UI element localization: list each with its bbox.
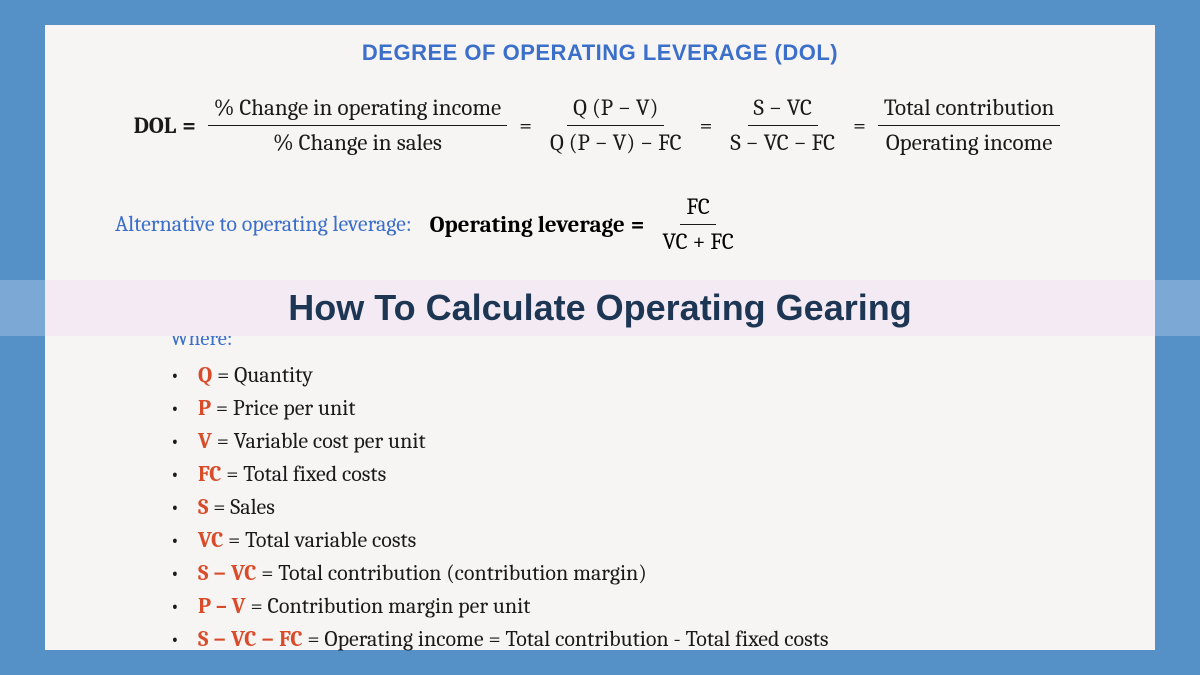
alt-lhs: Operating leverage — [430, 211, 625, 238]
overlay-band-right — [1155, 280, 1200, 336]
symbol: VC — [198, 527, 223, 553]
where-block: Where: Q = Quantity P = Price per unit V… — [75, 324, 1125, 657]
fraction-1-den: % Change in sales — [267, 126, 448, 160]
definition-text: = Sales — [208, 494, 274, 520]
page-title: DEGREE OF OPERATING LEVERAGE (DOL) — [75, 40, 1125, 66]
equals-sign: = — [853, 112, 866, 139]
symbol: Q — [198, 362, 212, 388]
symbol: S — [198, 494, 208, 520]
fraction-3-den: S − VC − FC — [724, 126, 841, 160]
fraction-4-den: Operating income — [880, 126, 1058, 160]
symbol: V — [198, 428, 212, 454]
fraction-3: S − VC S − VC − FC — [724, 91, 841, 160]
definition-text: = Total fixed costs — [221, 461, 386, 487]
symbol: FC — [198, 461, 221, 487]
content-panel: DEGREE OF OPERATING LEVERAGE (DOL) DOL =… — [45, 25, 1155, 650]
symbol: S − VC — [198, 560, 256, 586]
list-item: S − VC = Total contribution (contributio… — [170, 557, 1125, 590]
definition-text: = Variable cost per unit — [212, 428, 426, 454]
fraction-4: Total contribution Operating income — [878, 91, 1061, 160]
overlay-band: How To Calculate Operating Gearing — [0, 280, 1200, 336]
definitions-list: Q = Quantity P = Price per unit V = Vari… — [170, 359, 1125, 656]
definition-text: = Quantity — [212, 362, 313, 388]
fraction-1: % Change in operating income % Change in… — [208, 91, 507, 160]
list-item: VC = Total variable costs — [170, 524, 1125, 557]
alt-fraction: FC VC + FC — [656, 190, 739, 259]
definition-text: = Price per unit — [211, 395, 355, 421]
equals-sign: = — [519, 112, 532, 139]
fraction-4-num: Total contribution — [878, 91, 1061, 126]
alternative-formula: Alternative to operating leverage: Opera… — [75, 190, 1125, 259]
list-item: Q = Quantity — [170, 359, 1125, 392]
list-item: FC = Total fixed costs — [170, 458, 1125, 491]
alt-label: Alternative to operating leverage: — [115, 211, 412, 237]
symbol: S − VC − FC — [198, 626, 303, 652]
overlay-band-left — [0, 280, 45, 336]
formula-lhs: DOL — [134, 112, 177, 139]
list-item: S = Sales — [170, 491, 1125, 524]
definition-text: = Total contribution (contribution margi… — [256, 560, 646, 586]
overlay-title: How To Calculate Operating Gearing — [288, 287, 911, 329]
fraction-2-den: Q (P − V) − FC — [544, 126, 688, 160]
equals-sign: = — [182, 112, 196, 139]
fraction-2-num: Q (P − V) — [567, 91, 664, 126]
equals-sign: = — [700, 112, 713, 139]
alt-frac-num: FC — [680, 190, 715, 225]
main-formula: DOL = % Change in operating income % Cha… — [75, 91, 1125, 160]
fraction-2: Q (P − V) Q (P − V) − FC — [544, 91, 688, 160]
list-item: P = Price per unit — [170, 392, 1125, 425]
fraction-1-num: % Change in operating income — [208, 91, 507, 126]
alt-frac-den: VC + FC — [656, 225, 739, 259]
list-item: P – V = Contribution margin per unit — [170, 590, 1125, 623]
symbol: P — [198, 395, 211, 421]
list-item: S − VC − FC = Operating income = Total c… — [170, 623, 1125, 656]
equals-sign: = — [631, 211, 645, 238]
fraction-3-num: S − VC — [748, 91, 818, 126]
symbol: P – V — [198, 593, 246, 619]
definition-text: = Contribution margin per unit — [246, 593, 531, 619]
definition-text: = Operating income = Total contribution … — [303, 626, 829, 652]
list-item: V = Variable cost per unit — [170, 425, 1125, 458]
definition-text: = Total variable costs — [223, 527, 416, 553]
